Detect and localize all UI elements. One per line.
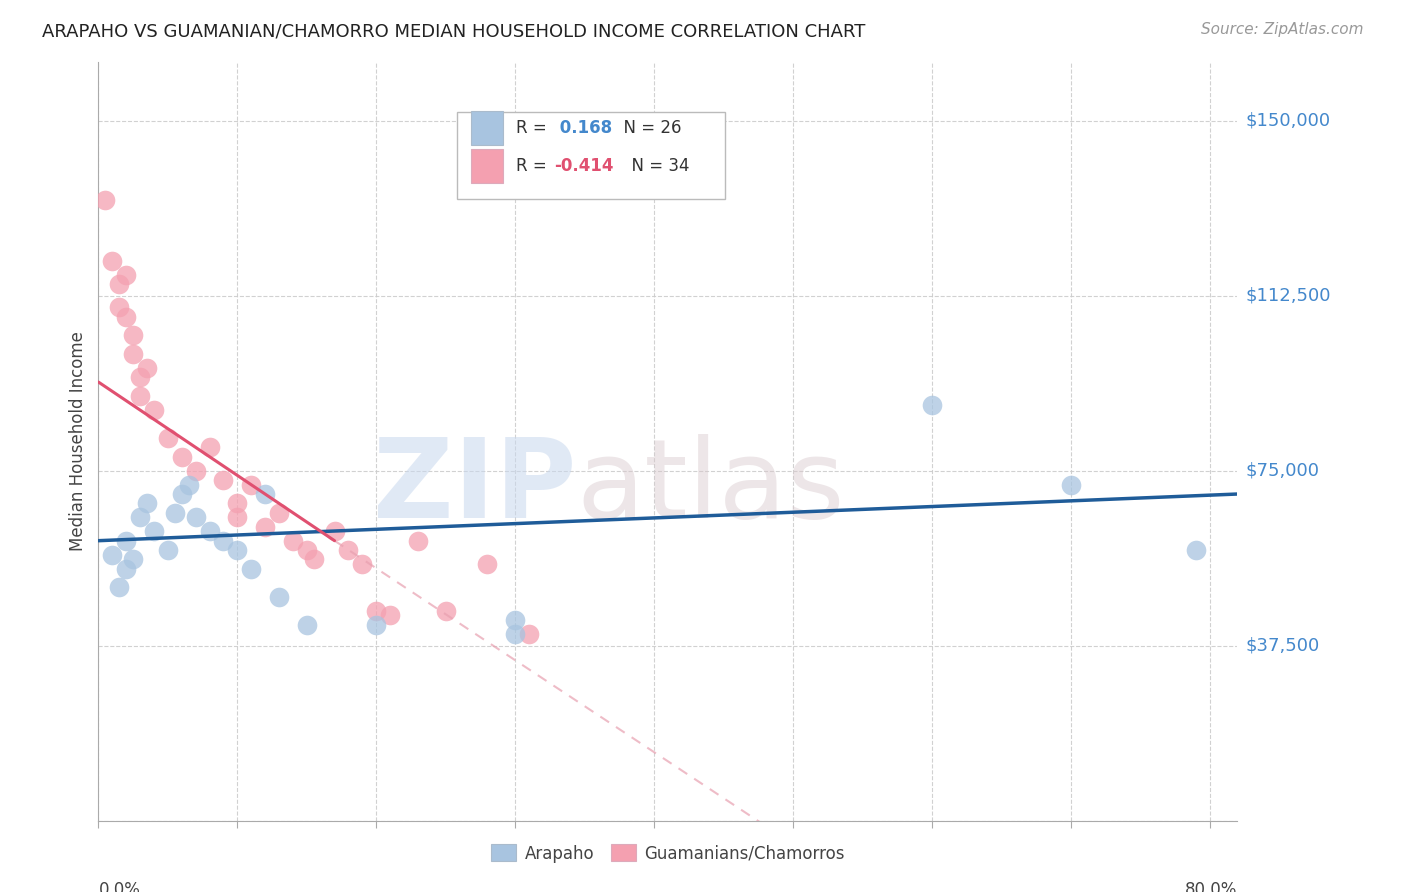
Point xyxy=(378,608,401,623)
Point xyxy=(122,328,145,343)
Text: N = 34: N = 34 xyxy=(621,157,690,175)
Point xyxy=(101,253,124,268)
Text: $37,500: $37,500 xyxy=(1246,637,1320,655)
Point xyxy=(129,370,152,384)
Point xyxy=(115,533,138,548)
Point xyxy=(129,389,152,403)
Point xyxy=(337,543,360,558)
Point xyxy=(156,431,179,445)
Point xyxy=(198,441,221,455)
Point xyxy=(115,562,138,576)
Point xyxy=(434,604,457,618)
Text: $112,500: $112,500 xyxy=(1246,286,1331,305)
Text: 0.0%: 0.0% xyxy=(98,881,141,892)
Point xyxy=(212,533,235,548)
Point xyxy=(108,301,131,315)
Point xyxy=(226,510,249,524)
Point xyxy=(1059,477,1081,491)
Text: -0.414: -0.414 xyxy=(554,157,613,175)
Point xyxy=(240,477,263,491)
Point xyxy=(366,617,388,632)
Text: ZIP: ZIP xyxy=(374,434,576,541)
Point xyxy=(198,524,221,539)
Point xyxy=(136,361,159,376)
Point xyxy=(129,510,152,524)
Text: R =: R = xyxy=(516,119,553,136)
Point xyxy=(366,604,388,618)
Point xyxy=(267,506,290,520)
Point xyxy=(921,398,943,412)
Point xyxy=(115,310,138,324)
Point xyxy=(1184,543,1206,558)
Point xyxy=(323,524,346,539)
Point xyxy=(136,496,159,510)
Point xyxy=(170,450,193,464)
Point xyxy=(156,543,179,558)
Text: N = 26: N = 26 xyxy=(613,119,682,136)
Point xyxy=(352,557,374,571)
Point xyxy=(108,580,131,594)
Point xyxy=(254,487,277,501)
Point xyxy=(406,533,429,548)
Point xyxy=(101,548,124,562)
Point xyxy=(281,533,304,548)
Point xyxy=(143,524,166,539)
Point xyxy=(254,519,277,533)
Text: 80.0%: 80.0% xyxy=(1185,881,1237,892)
Point xyxy=(122,347,145,361)
Text: $150,000: $150,000 xyxy=(1246,112,1330,129)
Text: 0.168: 0.168 xyxy=(554,119,612,136)
Point xyxy=(267,590,290,604)
Point xyxy=(226,543,249,558)
Point xyxy=(295,543,318,558)
Point xyxy=(184,510,207,524)
Text: Source: ZipAtlas.com: Source: ZipAtlas.com xyxy=(1201,22,1364,37)
Point xyxy=(477,557,499,571)
Point xyxy=(108,277,131,291)
Point xyxy=(184,464,207,478)
Legend: Arapaho, Guamanians/Chamorros: Arapaho, Guamanians/Chamorros xyxy=(485,838,851,869)
Point xyxy=(170,487,193,501)
Text: atlas: atlas xyxy=(576,434,845,541)
FancyBboxPatch shape xyxy=(471,149,503,183)
Text: R =: R = xyxy=(516,157,553,175)
FancyBboxPatch shape xyxy=(457,112,725,199)
Point xyxy=(503,613,526,627)
Point xyxy=(240,562,263,576)
Point xyxy=(226,496,249,510)
Point xyxy=(177,477,200,491)
Point xyxy=(295,617,318,632)
Text: ARAPAHO VS GUAMANIAN/CHAMORRO MEDIAN HOUSEHOLD INCOME CORRELATION CHART: ARAPAHO VS GUAMANIAN/CHAMORRO MEDIAN HOU… xyxy=(42,22,866,40)
Point xyxy=(212,473,235,487)
Point xyxy=(115,268,138,282)
Point xyxy=(143,403,166,417)
Text: $75,000: $75,000 xyxy=(1246,462,1320,480)
Y-axis label: Median Household Income: Median Household Income xyxy=(69,332,87,551)
Point xyxy=(122,552,145,566)
Point xyxy=(163,506,186,520)
Point xyxy=(302,552,325,566)
FancyBboxPatch shape xyxy=(471,111,503,145)
Point xyxy=(503,627,526,641)
Point xyxy=(94,193,117,207)
Point xyxy=(517,627,540,641)
